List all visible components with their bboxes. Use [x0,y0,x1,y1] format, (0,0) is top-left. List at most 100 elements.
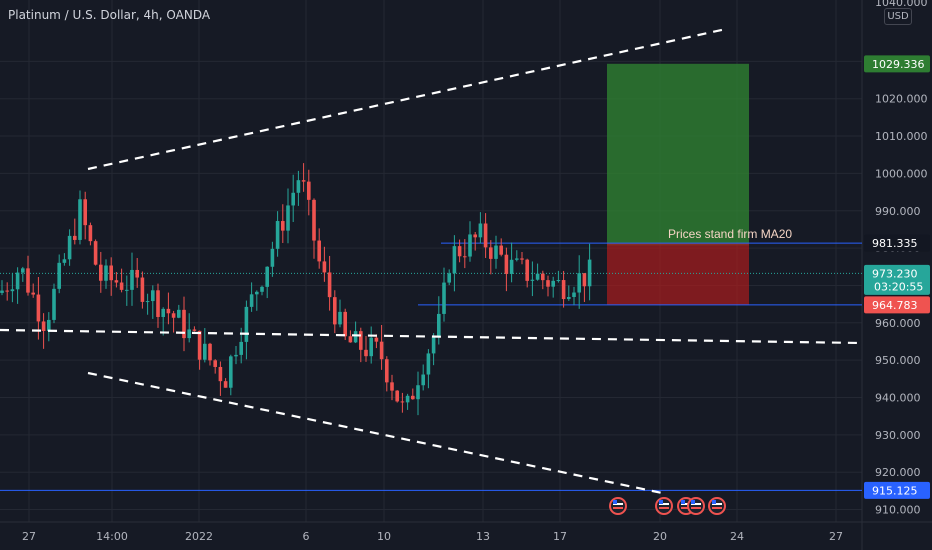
candle-body [286,205,290,231]
y-tick-label: 1010.000 [875,130,928,143]
candle-body [140,277,145,302]
target-zone-fill [607,63,749,244]
candle-body [135,269,139,278]
candle-body [348,336,353,343]
candle-body [385,359,389,383]
economic-event-icon [609,497,627,515]
flag-stripe [613,507,623,509]
candle-body [530,279,535,281]
flag-stripe [712,507,722,509]
candle-body [31,292,35,295]
annotation-text: Prices stand firm MA20 [668,227,792,241]
candle-body [463,256,467,258]
candle-body [182,309,186,339]
countdown-text: 03:20:55 [874,280,923,293]
flag-canton [691,500,695,504]
economic-event-icon [687,497,705,515]
candle-body [546,280,550,287]
x-tick-label: 27 [22,530,36,543]
candle-body [379,341,384,360]
candle-body [437,313,441,338]
symbol-title: Platinum / U.S. Dollar, 4h, OANDA [8,8,211,22]
x-tick-label: 14:00 [96,530,128,543]
price-label: 915.125 [864,481,930,499]
candle-body [281,221,285,231]
stop-zone [607,243,749,305]
candle-body [130,269,134,290]
candle-body [249,294,254,307]
candle-body [317,240,321,262]
upper-trendline [87,27,727,171]
candle-body [359,331,363,350]
candle-body [561,280,566,300]
candle-body [338,311,342,325]
candle-body [587,259,592,287]
candle-body [322,261,327,273]
economic-event-icon [708,497,726,515]
candle-body [208,343,212,361]
candle-body [473,234,477,238]
candle-body [343,311,347,337]
flag-stripe [712,503,722,505]
x-tick-label: 27 [829,530,843,543]
candle-body [312,199,316,241]
candle-body [203,343,207,360]
candle-body [468,234,472,257]
candle-body [52,288,56,320]
event-icon-ring [708,497,726,515]
candle-body [504,254,509,274]
x-tick-label: 20 [653,530,667,543]
candle-body [327,272,332,298]
candle-body [416,385,420,400]
flag-stripe [691,507,701,509]
candle-body [296,180,301,193]
candle-body [229,356,233,388]
candle-body [223,381,228,388]
price-label-bg [864,264,930,295]
candle-body [114,280,119,283]
candle-body [78,199,82,240]
candle-body [509,259,514,274]
currency-badge[interactable]: USD [884,8,912,25]
price-label-text: 973.230 [872,267,918,280]
candle-body [291,192,295,206]
candle-body [520,258,524,260]
candle-body [483,223,488,248]
candle-body [567,296,571,300]
candle-body [41,321,46,331]
candle-body [307,181,311,200]
price-label: 1029.336 [864,55,930,73]
candle-body [541,273,545,281]
candle-body [577,273,581,293]
candle-body [525,259,529,281]
flag-stripe [659,507,669,509]
flag-stripe [613,503,623,505]
event-icon-ring [609,497,627,515]
candle-body [151,290,155,302]
candle-body [421,374,425,386]
candle-body [395,390,399,402]
candle-body [478,223,483,238]
y-tick-label-partial: 1040.000 [875,0,928,9]
candle-body [572,292,576,297]
event-icon-ring [655,497,673,515]
candle-body [83,199,87,226]
price-label-bg [864,55,930,73]
candle-body [270,248,275,267]
y-tick-label: 1020.000 [875,93,928,106]
y-tick-label: 950.000 [875,354,921,367]
lower-trendline [87,371,663,495]
candle-body [192,329,197,331]
price-label: 981.335 [864,234,930,252]
candle-body [36,294,41,322]
price-label-text: 1029.336 [872,58,925,71]
candle-body [431,337,436,354]
candle-body [582,273,587,287]
candle-body [400,401,405,403]
candle-body [333,297,337,325]
y-tick-label: 940.000 [875,392,921,405]
candle-body [535,273,540,280]
candle-body [93,241,98,265]
